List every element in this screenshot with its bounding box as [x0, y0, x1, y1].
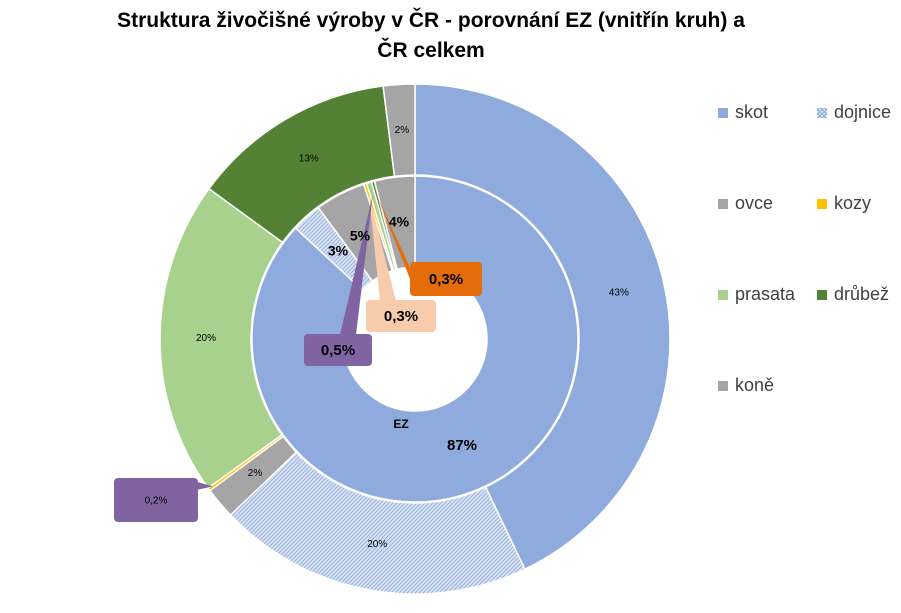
- inner-callout-prasata-box: [304, 334, 372, 366]
- legend-item-dojnice: dojnice: [817, 102, 891, 123]
- outer-label-drubez: 13%: [299, 154, 319, 165]
- inner-label-dojnice: 3%: [328, 243, 349, 259]
- legend-swatch-kone: [718, 380, 728, 391]
- callouts: 0,2% 0,3% 0,5% 0,3%: [114, 194, 482, 522]
- labels: 43% 20% 2% 20% 13% 2% 87% EZ 3%5% 4%: [196, 125, 629, 550]
- outer-slice-prasata: [159, 187, 284, 490]
- legend-item-kone: koně: [718, 375, 774, 396]
- legend-label-kozy: kozy: [834, 193, 872, 213]
- legend-swatch-kozy: [817, 198, 827, 209]
- inner-label-ovce: 5%: [350, 228, 371, 244]
- inner-callout-drubez-box: [410, 262, 482, 296]
- outer-callout-kozy-box: [114, 478, 198, 522]
- inner-callout-drubez-pointer: [376, 194, 412, 284]
- inner-ring-name: EZ: [393, 417, 408, 431]
- legend-swatch-ovce: [718, 198, 728, 209]
- inner-callout-kozy-pointer: [369, 196, 396, 301]
- legend-swatch-skot: [718, 107, 728, 118]
- outer-label-skot: 43%: [609, 287, 629, 298]
- legend-item-kozy: kozy: [817, 193, 871, 214]
- legend-swatch-prasata: [718, 289, 728, 300]
- inner-ring: [251, 175, 579, 503]
- outer-label-kone: 2%: [395, 125, 410, 136]
- legend-swatch-drubez: [817, 289, 827, 300]
- chart-title: Struktura živočišné výroby v ČR - porovn…: [60, 6, 802, 66]
- outer-callout-kozy: 0,2%: [145, 496, 168, 507]
- inner-callout-drubez: 0,3%: [429, 271, 463, 288]
- chart-title-line-1: Struktura živočišné výroby v ČR - porovn…: [117, 9, 745, 32]
- outer-label-dojnice: 20%: [367, 539, 387, 550]
- outer-slice-dojnice: [229, 451, 526, 595]
- inner-callout-kozy-box: [366, 300, 436, 332]
- legend-label-dojnice: dojnice: [834, 102, 892, 122]
- legend-item-ovce: ovce: [718, 193, 773, 214]
- inner-label-skot: 87%: [447, 437, 477, 454]
- outer-slice-kone: [382, 83, 416, 178]
- outer-slice-skot: [414, 83, 671, 571]
- legend-swatch-dojnice: [817, 107, 827, 118]
- inner-callout-prasata: 0,5%: [321, 342, 355, 359]
- inner-slice-skot: [251, 175, 579, 503]
- outer-ring: [159, 83, 671, 595]
- legend-label-drubez: drůbež: [834, 284, 890, 304]
- legend-label-skot: skot: [735, 102, 769, 122]
- inner-callout-prasata-pointer: [340, 195, 373, 335]
- legend-item-prasata: prasata: [718, 284, 795, 305]
- legend-label-ovce: ovce: [735, 193, 774, 213]
- legend-label-prasata: prasata: [735, 284, 796, 304]
- inner-label-kone: 4%: [389, 214, 410, 230]
- outer-label-prasata: 20%: [196, 333, 216, 344]
- inner-callout-kozy: 0,3%: [384, 308, 418, 325]
- chart-title-line-2: ČR celkem: [377, 39, 485, 62]
- legend-label-kone: koně: [735, 375, 775, 395]
- outer-label-ovce: 2%: [248, 468, 263, 479]
- legend-item-skot: skot: [718, 102, 768, 123]
- legend-item-drubez: drůbež: [817, 284, 889, 305]
